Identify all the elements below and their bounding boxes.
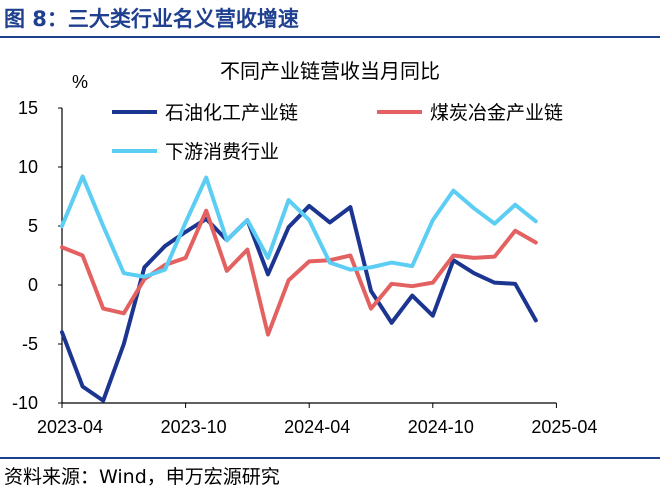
y-tick-label: -5 bbox=[22, 334, 38, 354]
figure-header: 图 8：三大类行业名义营收增速 bbox=[0, 0, 660, 40]
legend-label-2: 煤炭冶金产业链 bbox=[430, 102, 563, 124]
y-tick-label: -10 bbox=[12, 393, 38, 413]
x-tick-label: 2024-10 bbox=[408, 417, 474, 437]
y-axis-unit-label: % bbox=[72, 72, 88, 92]
series-line-3 bbox=[60, 174, 538, 279]
chart-area: 不同产业链营收当月同比 % 15 10 5 0 -5 -10 2023-04 2023-10 2… bbox=[0, 40, 660, 455]
legend-label-1: 石油化工产业链 bbox=[165, 102, 298, 124]
x-tick-label: 2023-10 bbox=[161, 417, 227, 437]
source-note: 资料来源：Wind，申万宏源研究 bbox=[4, 466, 280, 488]
y-tick-label: 15 bbox=[18, 98, 38, 118]
y-tick-label: 10 bbox=[18, 157, 38, 177]
x-tick-label: 2024-04 bbox=[284, 417, 350, 437]
legend-label-3: 下游消费行业 bbox=[165, 141, 279, 163]
series-line-2 bbox=[60, 208, 538, 337]
figure-heading: 图 8：三大类行业名义营收增速 bbox=[4, 7, 299, 31]
header-rule bbox=[0, 36, 660, 38]
line-chart: 不同产业链营收当月同比 % 15 10 5 0 -5 -10 2023-04 2023-10 2… bbox=[12, 60, 597, 437]
series-layer bbox=[60, 174, 538, 403]
x-tick-label: 2025-04 bbox=[531, 417, 597, 437]
figure-footer: 资料来源：Wind，申万宏源研究 bbox=[0, 457, 660, 489]
y-tick-label: 5 bbox=[28, 216, 38, 236]
chart-title: 不同产业链营收当月同比 bbox=[220, 60, 440, 83]
footer-rule bbox=[0, 457, 660, 459]
x-tick-label: 2023-04 bbox=[37, 417, 103, 437]
axes: 15 10 5 0 -5 -10 2023-04 2023-10 2024-04 2024-10 2… bbox=[12, 98, 597, 437]
series-line-1 bbox=[60, 203, 538, 403]
y-tick-label: 0 bbox=[28, 275, 38, 295]
